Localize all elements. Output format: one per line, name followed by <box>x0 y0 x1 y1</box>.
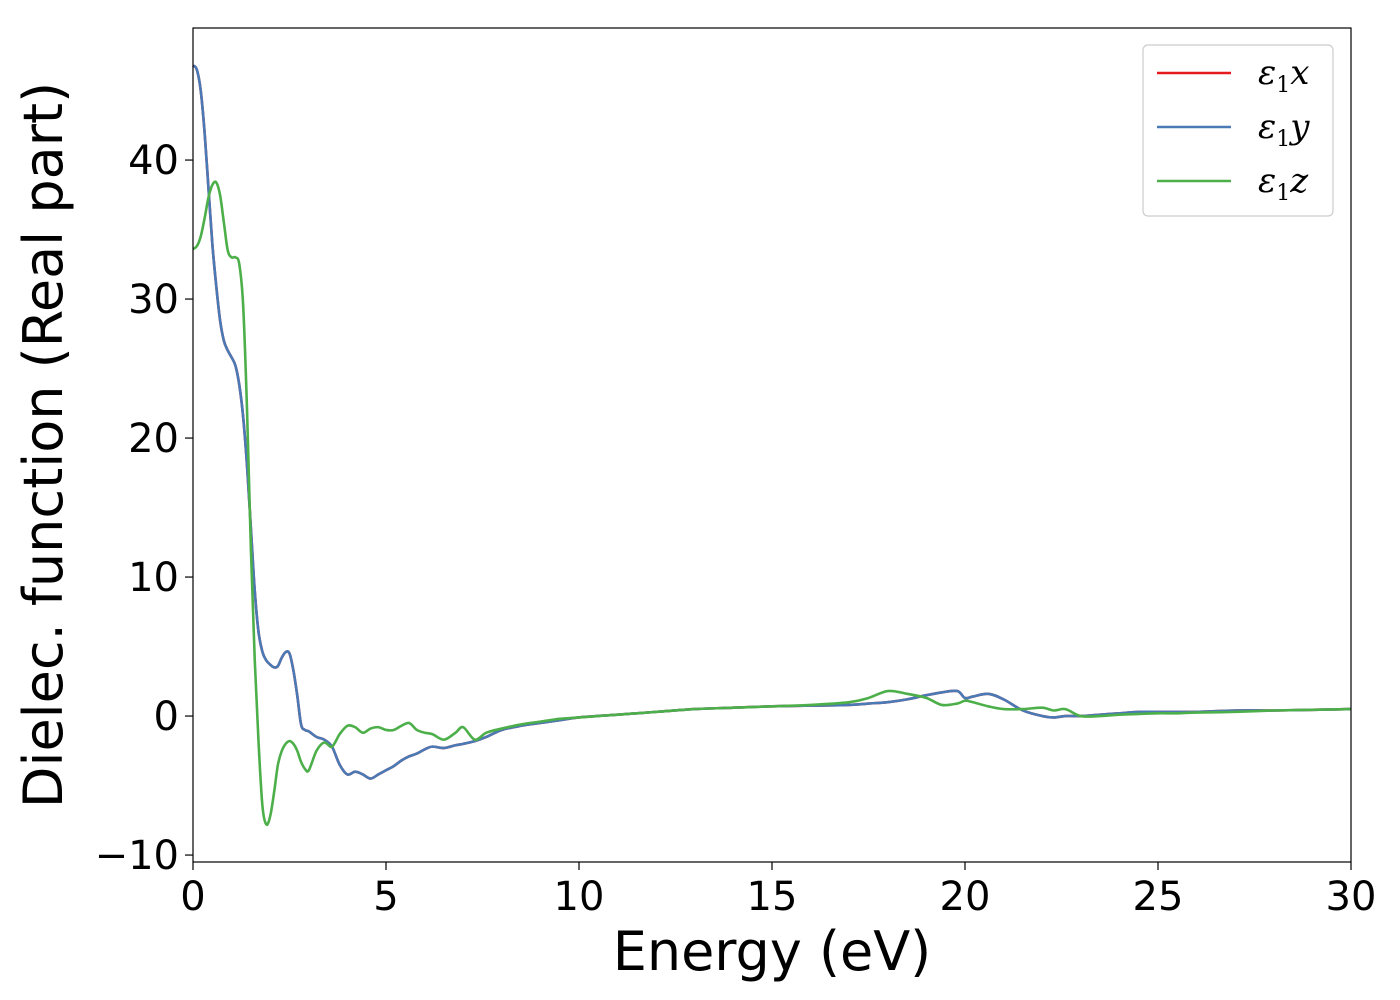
legend-label: ε1y <box>1258 107 1310 152</box>
x-tick-label: 30 <box>1326 874 1377 920</box>
legend-label: ε1x <box>1258 53 1309 98</box>
x-tick-label: 25 <box>1133 874 1184 920</box>
y-tick-label: 20 <box>128 416 179 462</box>
y-axis-ticks: −10 0 10 20 30 40 <box>95 138 193 879</box>
x-tick-label: 5 <box>373 874 398 920</box>
y-tick-label: −10 <box>95 833 179 879</box>
legend-label: ε1z <box>1258 161 1309 206</box>
legend-entry-y: ε1y <box>1157 107 1310 152</box>
legend: ε1x ε1y ε1z <box>1142 44 1334 217</box>
x-tick-label: 20 <box>940 874 991 920</box>
y-tick-label: 10 <box>128 555 179 601</box>
legend-entries: ε1x ε1y ε1z <box>1157 53 1310 206</box>
y-tick-label: 40 <box>128 138 179 184</box>
legend-entry-z: ε1z <box>1157 161 1309 206</box>
x-axis-ticks: 0 5 10 15 20 25 30 <box>180 862 1376 920</box>
x-tick-label: 0 <box>180 874 205 920</box>
y-axis-title: Dielec. function (Real part) <box>12 82 75 808</box>
series-layer <box>192 64 1352 827</box>
x-tick-label: 10 <box>554 874 605 920</box>
x-tick-label: 15 <box>747 874 798 920</box>
y-tick-label: 30 <box>128 277 179 323</box>
x-axis-title: Energy (eV) <box>613 920 932 983</box>
legend-box <box>1142 44 1334 217</box>
legend-entry-x: ε1x <box>1157 53 1309 98</box>
y-tick-label: 0 <box>154 694 179 740</box>
series-line-z <box>192 180 1352 827</box>
